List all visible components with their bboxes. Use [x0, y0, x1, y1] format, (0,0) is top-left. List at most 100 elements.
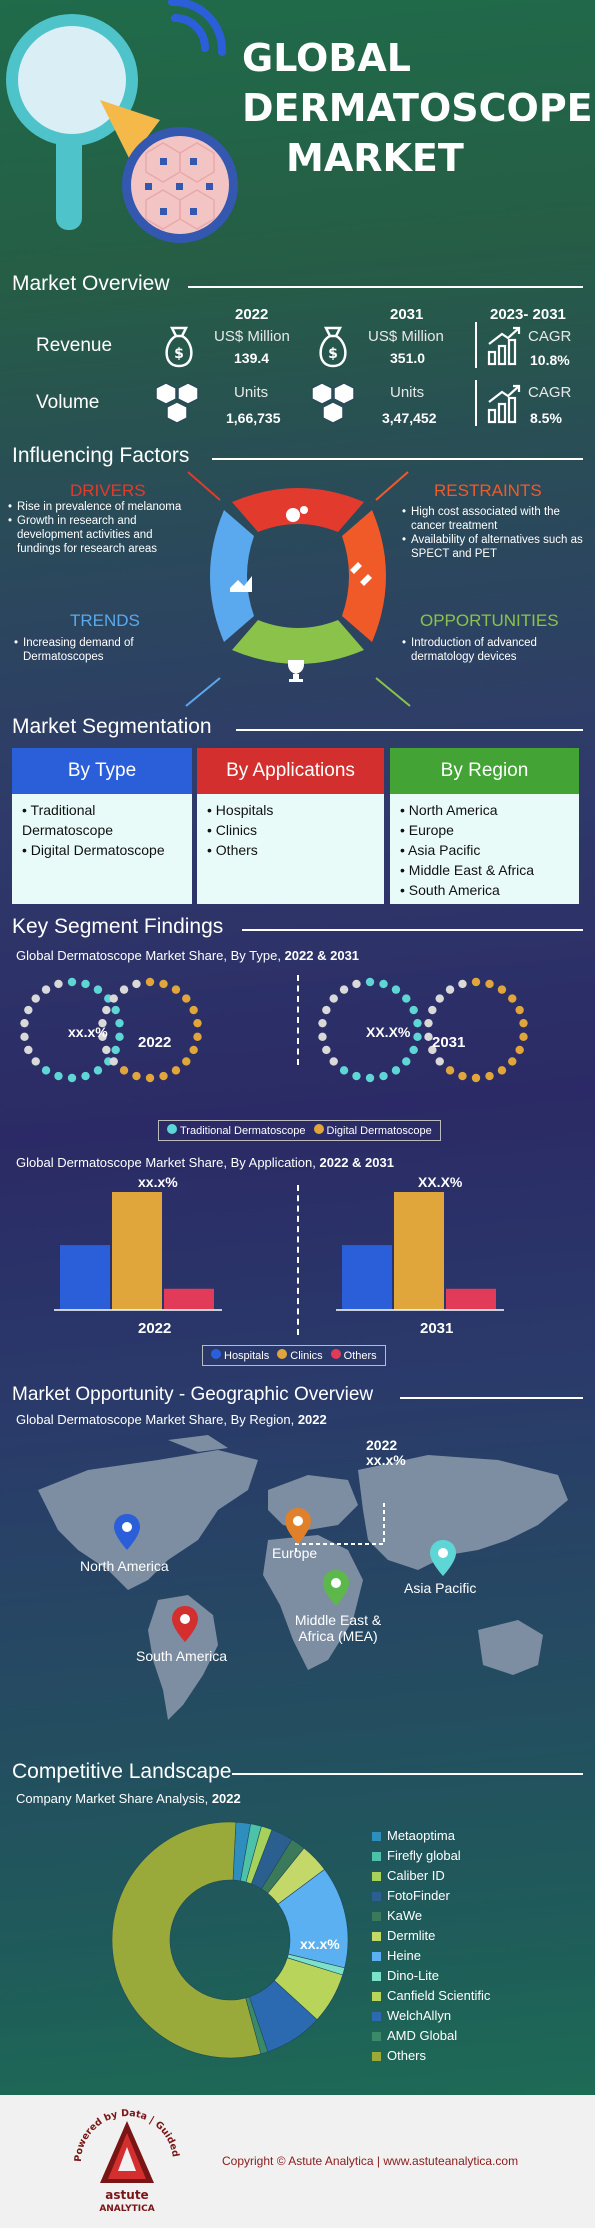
legend-label: FotoFinder — [387, 1888, 450, 1903]
competitive-rule — [232, 1773, 583, 1775]
legend-label: WelchAllyn — [387, 2008, 452, 2023]
donut-dot — [365, 977, 375, 987]
revenue-label: Revenue — [36, 335, 113, 356]
svg-text:ANALYTICA: ANALYTICA — [99, 2204, 154, 2214]
findings-divider — [297, 1185, 299, 1335]
donut-dot — [132, 1071, 141, 1081]
list-item: South America — [400, 880, 569, 900]
restraints-title: RESTRAINTS — [434, 481, 542, 500]
donut-dot — [115, 1032, 124, 1042]
legend-item: Traditional Dermatoscope — [167, 1124, 306, 1137]
app-bar — [446, 1288, 496, 1310]
trends-segment — [210, 510, 254, 642]
legend-label: Dermlite — [387, 1928, 436, 1943]
type-legend: Traditional Dermatoscope Digital Dermato… — [158, 1120, 441, 1141]
geo-title: Market Opportunity - Geographic Overview — [12, 1384, 374, 1405]
legend-item: Caliber ID — [372, 1866, 490, 1886]
segmentation-rule — [236, 729, 583, 731]
cubes-icon — [154, 380, 200, 431]
hero-title-line3: MARKET — [286, 136, 464, 180]
revenue-cagr-value: 10.8% — [530, 352, 570, 368]
overview-divider — [475, 322, 477, 368]
competitive-legend: Metaoptima Firefly global Caliber ID FotoFi… — [372, 1826, 490, 2066]
map-pin-icon — [430, 1540, 456, 1581]
opportunities-item: Introduction of advanced dermatology dev… — [402, 636, 572, 664]
donut-dot — [485, 1071, 494, 1081]
legend-item: Heine — [372, 1946, 490, 1966]
app-bar — [60, 1245, 110, 1310]
legend-swatch — [372, 1991, 381, 2001]
region-europe: Europe — [272, 1545, 318, 1561]
legend-swatch — [372, 1851, 381, 1861]
volume-cagr-value: 8.5% — [530, 410, 562, 426]
revenue-unit-b: US$ Million — [368, 328, 444, 345]
donut-dot — [409, 1005, 418, 1015]
legend-label: KaWe — [387, 1908, 423, 1923]
app-chart-title-text: Global Dermatoscope Market Share, By App… — [16, 1155, 316, 1170]
donut-dot — [402, 1057, 411, 1066]
list-item: Hospitals — [207, 800, 374, 820]
donut-dot — [322, 1045, 331, 1055]
legend-item: Metaoptima — [372, 1826, 490, 1846]
donut-slice — [111, 1821, 262, 2059]
segment-by-app: By Applications Hospitals Clinics Others — [197, 748, 384, 904]
donut-dot — [81, 979, 90, 989]
growth-chart-icon — [486, 384, 522, 429]
hero-title-line2: DERMATOSCOPE — [242, 86, 593, 130]
app-bars — [0, 1175, 595, 1320]
map-pin-icon — [323, 1570, 349, 1611]
donut-dot — [93, 1066, 103, 1075]
legend-item: Hospitals — [211, 1349, 269, 1362]
donut-dot — [93, 985, 103, 994]
volume-value-a: 1,66,735 — [226, 410, 281, 426]
donut-dot — [41, 985, 51, 994]
factors-rule — [212, 458, 583, 460]
donut-dot — [379, 979, 388, 989]
svg-text:astute: astute — [105, 2188, 148, 2202]
hero-title-line1: GLOBAL — [242, 36, 411, 80]
donut-dot — [318, 1032, 327, 1042]
donut-dot — [31, 994, 40, 1003]
restraints-item: High cost associated with the cancer tre… — [402, 505, 587, 533]
opportunities-title: OPPORTUNITIES — [420, 611, 559, 630]
legend-swatch — [372, 1891, 381, 1901]
footer-copyright: Copyright © Astute Analytica | www.astut… — [222, 2154, 519, 2168]
donut-dot — [458, 979, 467, 989]
competitive-donut-label: xx.x% — [300, 1936, 340, 1952]
volume-value-b: 3,47,452 — [382, 410, 437, 426]
donut-dot — [471, 977, 481, 987]
factors-title: Influencing Factors — [12, 444, 190, 467]
donut-dot — [428, 1005, 437, 1015]
competitive-subtitle-year: 2022 — [211, 1791, 241, 1806]
trends-title: TRENDS — [70, 611, 140, 630]
donut-dot — [24, 1045, 33, 1055]
donut-dot — [428, 1045, 437, 1055]
donut-dot — [402, 994, 411, 1003]
geo-callout-year: 2022 — [366, 1437, 398, 1453]
segment-by-type-head: By Type — [12, 748, 192, 794]
donut-2022-label: xx.x% — [68, 1024, 108, 1040]
opportunities-segment — [232, 620, 364, 664]
factors-wheel — [180, 470, 416, 715]
app-chart-title: Global Dermatoscope Market Share, By App… — [16, 1155, 394, 1170]
legend-item: Others — [372, 2046, 490, 2066]
donut-dot — [54, 1071, 63, 1081]
europe-callout-line — [295, 1500, 385, 1552]
donut-dot — [111, 1005, 120, 1015]
donut-dot — [182, 1057, 191, 1066]
type-donuts — [0, 970, 595, 1095]
competitive-subtitle: Company Market Share Analysis, 2022 — [16, 1791, 241, 1806]
donut-dot — [31, 1057, 40, 1066]
donut-dot — [67, 977, 77, 987]
list-item: Traditional Dermatoscope — [22, 800, 182, 840]
list-item: Europe — [400, 820, 569, 840]
donut-dot — [391, 985, 401, 994]
donut-dot — [391, 1066, 401, 1075]
donut-dot — [24, 1005, 33, 1015]
donut-dot — [515, 1005, 524, 1015]
list-item: North America — [400, 800, 569, 820]
cubes-icon — [310, 380, 356, 431]
app-year-2022: 2022 — [138, 1320, 172, 1337]
segment-by-app-list: Hospitals Clinics Others — [197, 794, 384, 904]
donut-dot — [352, 1071, 361, 1081]
